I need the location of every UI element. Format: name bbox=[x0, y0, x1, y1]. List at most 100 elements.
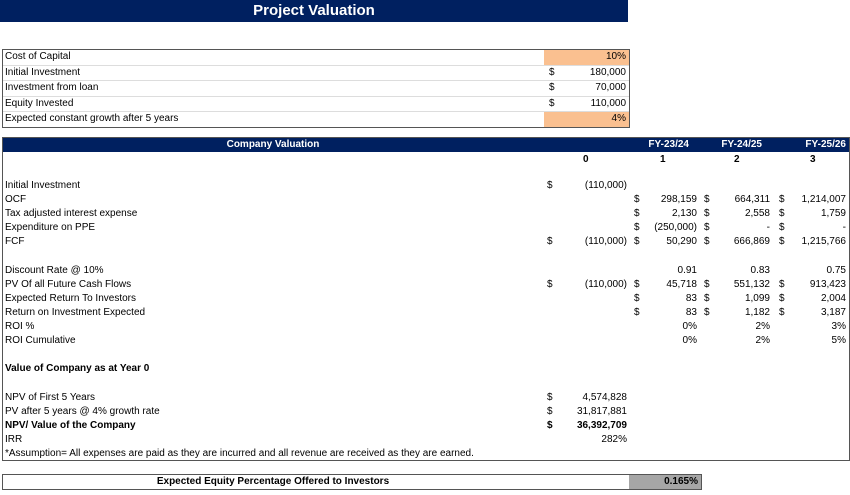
row-label: NPV of First 5 Years bbox=[5, 391, 96, 403]
valuation-header-title: Company Valuation bbox=[226, 139, 320, 150]
valuation-header: Company Valuation FY-23/24 FY-24/25 FY-25/… bbox=[3, 138, 849, 152]
row-label: FCF bbox=[5, 236, 25, 248]
cell-value: 0% bbox=[682, 335, 697, 347]
equity-offer-label: Expected Equity Percentage Offered to In… bbox=[156, 476, 390, 487]
input-value[interactable]: 10% bbox=[605, 51, 626, 62]
cell-value: 282% bbox=[601, 433, 627, 445]
input-highlight bbox=[544, 50, 629, 65]
year-index: 2 bbox=[734, 154, 740, 165]
row-label: Return on Investment Expected bbox=[5, 306, 146, 318]
currency-symbol: $ bbox=[634, 292, 640, 304]
currency-symbol: $ bbox=[779, 306, 785, 318]
currency-symbol: $ bbox=[704, 236, 710, 248]
equity-offer-value[interactable]: 0.165% bbox=[629, 475, 701, 489]
year-index: 3 bbox=[810, 154, 816, 165]
input-label: Initial Investment bbox=[5, 66, 81, 78]
cell-value: 2,004 bbox=[820, 292, 846, 304]
row-label: Value of Company as at Year 0 bbox=[5, 363, 150, 375]
currency-symbol: $ bbox=[704, 306, 710, 318]
input-highlight bbox=[544, 112, 629, 127]
cell-value: 0.75 bbox=[826, 264, 846, 276]
cell-value: 5% bbox=[831, 335, 846, 347]
row-label: ROI % bbox=[5, 321, 35, 332]
cell-value: 0% bbox=[682, 321, 697, 332]
cell-value: 551,132 bbox=[733, 278, 770, 290]
input-value[interactable]: 4% bbox=[611, 113, 626, 125]
cell-value: 2,558 bbox=[744, 208, 770, 220]
cell-value: 31,817,881 bbox=[576, 405, 627, 417]
cell-value: 666,869 bbox=[733, 236, 770, 248]
year-index: 1 bbox=[660, 154, 666, 165]
input-label: Investment from loan bbox=[5, 82, 99, 94]
input-value[interactable]: 70,000 bbox=[595, 82, 626, 94]
row-label: PV Of all Future Cash Flows bbox=[5, 278, 132, 290]
cell-value: 4,574,828 bbox=[582, 391, 628, 403]
cell-value: - bbox=[766, 222, 770, 234]
currency-symbol: $ bbox=[547, 405, 553, 417]
currency-symbol: $ bbox=[547, 391, 553, 403]
row-label: Expenditure on PPE bbox=[5, 222, 96, 234]
input-row: Expected constant growth after 5 years 4% bbox=[3, 112, 629, 127]
input-label: Equity Invested bbox=[5, 97, 74, 109]
input-value[interactable]: 110,000 bbox=[590, 97, 626, 109]
currency-symbol: $ bbox=[779, 208, 785, 220]
currency-symbol: $ bbox=[634, 222, 640, 234]
cell-value: 1,759 bbox=[820, 208, 846, 220]
row-label: NPV/ Value of the Company bbox=[5, 419, 136, 431]
currency-symbol: $ bbox=[549, 97, 555, 109]
currency-symbol: $ bbox=[634, 208, 640, 220]
cell-value: 45,718 bbox=[666, 278, 697, 290]
cell-value: 664,311 bbox=[734, 194, 770, 206]
cell-value: - bbox=[842, 222, 846, 234]
currency-symbol: $ bbox=[704, 194, 710, 206]
cell-value: 3% bbox=[831, 321, 846, 332]
row-label: *Assumption= All expenses are paid as th… bbox=[5, 447, 474, 459]
currency-symbol: $ bbox=[547, 278, 553, 290]
currency-symbol: $ bbox=[549, 82, 555, 94]
input-row: Initial Investment $180,000 bbox=[3, 66, 629, 82]
company-valuation-table: Company Valuation FY-23/24 FY-24/25 FY-25/… bbox=[2, 137, 850, 461]
cell-value: 913,423 bbox=[809, 278, 846, 290]
currency-symbol: $ bbox=[704, 222, 710, 234]
cell-value: (250,000) bbox=[654, 222, 697, 234]
input-label: Cost of Capital bbox=[5, 51, 71, 62]
currency-symbol: $ bbox=[779, 292, 785, 304]
row-label: IRR bbox=[5, 433, 23, 445]
row-label: ROI Cumulative bbox=[5, 335, 76, 347]
sheet-title: Project Valuation bbox=[0, 0, 628, 22]
input-label: Expected constant growth after 5 years bbox=[5, 113, 179, 125]
row-label: Discount Rate @ 10% bbox=[5, 264, 104, 276]
currency-symbol: $ bbox=[547, 419, 553, 431]
row-label: Expected Return To Investors bbox=[5, 292, 136, 304]
currency-symbol: $ bbox=[704, 208, 710, 220]
cell-value: 298,159 bbox=[660, 194, 697, 206]
cell-value: 3,187 bbox=[820, 306, 846, 318]
currency-symbol: $ bbox=[779, 236, 785, 248]
currency-symbol: $ bbox=[547, 180, 553, 191]
cell-value: 0.91 bbox=[677, 264, 697, 276]
currency-symbol: $ bbox=[779, 278, 785, 290]
cell-value: 83 bbox=[685, 292, 697, 304]
input-row: Equity Invested $110,000 bbox=[3, 97, 629, 113]
input-value[interactable]: 180,000 bbox=[589, 66, 626, 78]
cell-value: 83 bbox=[685, 306, 697, 318]
currency-symbol: $ bbox=[779, 194, 785, 206]
input-row: Investment from loan $70,000 bbox=[3, 81, 629, 97]
cell-value: 1,215,766 bbox=[801, 236, 847, 248]
cell-value: 1,214,007 bbox=[801, 194, 847, 206]
cell-value: 50,290 bbox=[666, 236, 697, 248]
currency-symbol: $ bbox=[704, 278, 710, 290]
year-index: 0 bbox=[583, 154, 589, 165]
currency-symbol: $ bbox=[634, 278, 640, 290]
input-row: Cost of Capital 10% bbox=[3, 50, 629, 66]
row-label: Tax adjusted interest expense bbox=[5, 208, 138, 220]
cell-value: (110,000) bbox=[584, 278, 627, 290]
cell-value: (110,000) bbox=[584, 180, 627, 191]
cell-value: 1,182 bbox=[744, 306, 770, 318]
inputs-table: Cost of Capital 10% Initial Investment $180… bbox=[2, 49, 630, 128]
cell-value: (110,000) bbox=[584, 236, 627, 248]
cell-value: 2,130 bbox=[671, 208, 697, 220]
currency-symbol: $ bbox=[704, 292, 710, 304]
currency-symbol: $ bbox=[634, 306, 640, 318]
currency-symbol: $ bbox=[779, 222, 785, 234]
